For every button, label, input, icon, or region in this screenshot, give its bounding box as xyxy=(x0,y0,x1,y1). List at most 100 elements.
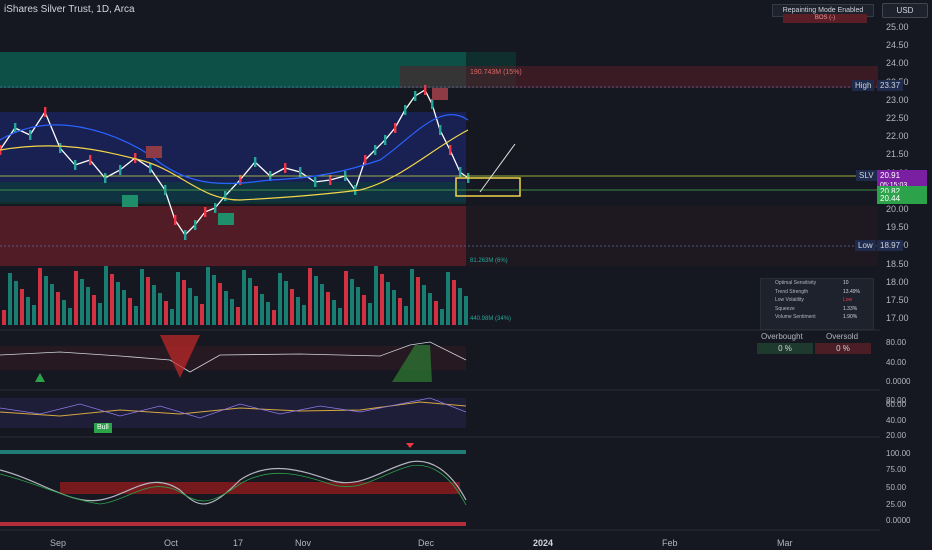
ob-os-panel: Overbought Oversold 0 % 0 % xyxy=(757,332,872,356)
candle xyxy=(14,123,17,133)
candle xyxy=(74,160,77,170)
volume-bar xyxy=(176,272,180,325)
volume-bar xyxy=(182,280,186,325)
up-arrow-icon xyxy=(35,373,45,382)
volume-bar xyxy=(296,297,300,325)
table-row: Volume Sentiment 1.90% xyxy=(775,314,858,320)
volume-bar xyxy=(350,279,354,325)
volume-bar xyxy=(344,271,348,325)
info-table: Optimal Sensitivity 10 Trend Strength 13.4… xyxy=(760,278,874,330)
volume-bar xyxy=(308,268,312,325)
oversold-value: 0 % xyxy=(815,343,871,354)
candle xyxy=(204,207,207,217)
volume-bar xyxy=(302,305,306,325)
volume-bar xyxy=(386,282,390,325)
volume-bar xyxy=(194,296,198,325)
volume-bars xyxy=(2,266,468,325)
volume-bar xyxy=(440,309,444,325)
volume-bar xyxy=(284,281,288,325)
osc2-line-2 xyxy=(0,397,467,419)
slv-label: SLV xyxy=(856,170,877,181)
volume-bar xyxy=(110,274,114,325)
candle xyxy=(184,230,187,240)
overbought-label: Overbought xyxy=(761,332,803,341)
volume-bar xyxy=(152,285,156,325)
candle xyxy=(284,163,287,173)
candle xyxy=(89,155,92,165)
table-row: Trend Strength 13.49% xyxy=(775,288,860,295)
overbought-value: 0 % xyxy=(757,343,813,354)
time-axis-label: Mar xyxy=(777,538,793,548)
volume-bar xyxy=(368,303,372,325)
price-axis-label: 24.00 xyxy=(886,58,909,69)
osc3-axis-label: 50.00 xyxy=(886,483,907,492)
bear-marker xyxy=(146,146,162,158)
countdown-tag: 05:15:03 xyxy=(877,180,927,191)
volume-bar xyxy=(158,293,162,325)
candle xyxy=(404,105,407,115)
candle xyxy=(384,135,387,145)
level2-tag: 20.44 xyxy=(877,193,927,204)
time-axis-label: 17 xyxy=(233,538,244,548)
price-axis-label: 22.50 xyxy=(886,113,909,123)
candle xyxy=(134,153,137,163)
osc3-axis-label: 75.00 xyxy=(886,465,907,474)
osc1-green-spike xyxy=(392,345,432,382)
volume-bar xyxy=(278,273,282,325)
bos-badge: BOS (-) xyxy=(783,14,867,23)
volume-bar xyxy=(134,306,138,325)
bull-marker xyxy=(218,213,234,225)
volume-bar xyxy=(14,281,18,325)
volume-bar xyxy=(422,285,426,325)
price-axis-label: 20.00 xyxy=(886,204,909,214)
osc1-axis-label: 0.0000 xyxy=(886,377,911,386)
volume-bar xyxy=(212,275,216,325)
candle xyxy=(224,191,227,201)
candle xyxy=(414,91,417,101)
time-axis-label: Nov xyxy=(295,538,312,548)
time-axis-label: Feb xyxy=(662,538,678,548)
volume-bar xyxy=(452,280,456,325)
volume-bar xyxy=(248,278,252,325)
volume-bar xyxy=(122,290,126,325)
volume-bar xyxy=(320,284,324,325)
symbol-title[interactable]: iShares Silver Trust, 1D, Arca xyxy=(4,4,135,15)
high-value: 23.37 xyxy=(877,80,904,91)
volume-bar xyxy=(236,307,240,325)
oversold-label: Oversold xyxy=(826,332,859,341)
candle xyxy=(214,203,217,213)
osc2-axis-label: 60.00 xyxy=(886,400,907,409)
trend-line xyxy=(479,143,516,193)
volume-bar xyxy=(260,294,264,325)
osc2-axis-label: 40.00 xyxy=(886,416,907,425)
volume-bar xyxy=(56,292,60,325)
volume-bar xyxy=(374,266,378,325)
volume-bar xyxy=(98,303,102,325)
volume-bar xyxy=(26,297,30,325)
price-axis-label: 18.50 xyxy=(886,258,909,269)
candle xyxy=(314,177,317,187)
price-axis-label: 21.50 xyxy=(886,149,909,160)
osc3-axis-label: 0.0000 xyxy=(886,516,911,525)
time-axis-label: Dec xyxy=(418,538,435,548)
price-axis-label: 22.00 xyxy=(886,131,909,142)
volume-bar xyxy=(2,310,6,325)
volume-bar xyxy=(218,283,222,325)
osc1-axis-label: 80.00 xyxy=(886,338,907,347)
candle xyxy=(364,155,367,165)
ma-blue xyxy=(0,113,469,185)
volume-bar xyxy=(272,310,276,325)
volume-level-mid: 81.263M (6%) xyxy=(470,258,508,264)
volume-bar xyxy=(38,268,42,325)
price-axis-label: 24.50 xyxy=(886,40,909,51)
slv-price-tag: 20.91 xyxy=(877,170,927,181)
candle xyxy=(174,215,177,225)
volume-bar xyxy=(404,306,408,325)
volume-bar xyxy=(32,305,36,325)
volume-bar xyxy=(68,308,72,325)
candle xyxy=(329,175,332,185)
currency-button[interactable]: USD xyxy=(882,3,928,18)
volume-bar xyxy=(50,284,54,325)
candle xyxy=(299,167,302,177)
